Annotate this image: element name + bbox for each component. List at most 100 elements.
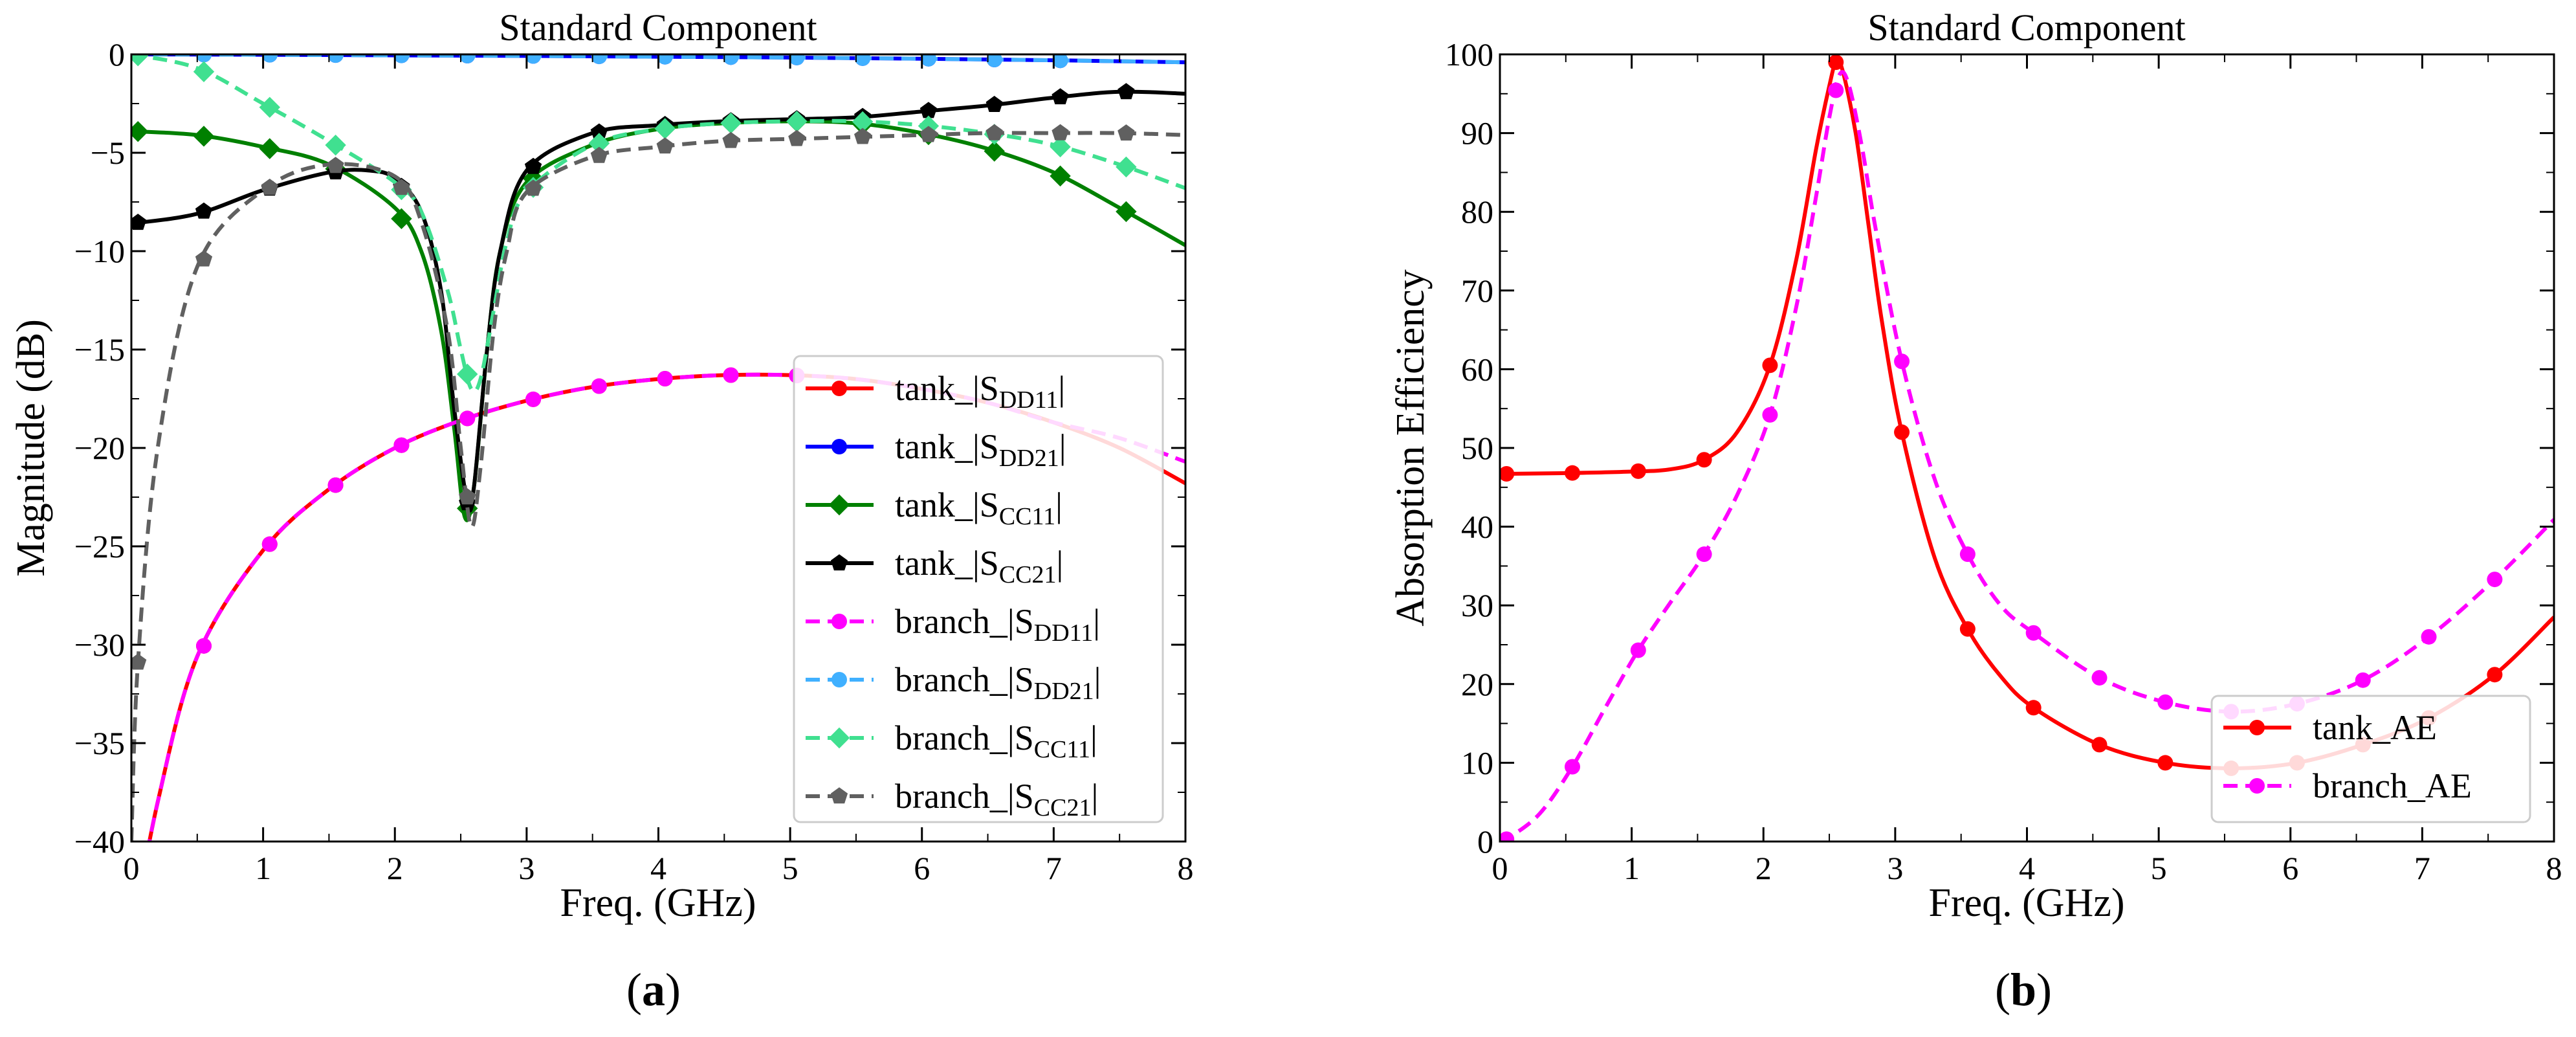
chart-a-xtick-label-7: 7 — [1046, 850, 1062, 886]
chart-a-ytick-label-6: −30 — [74, 627, 125, 663]
chart-a-series-6-marker-11 — [852, 111, 874, 133]
chart-a-legend-label-text-0: tank_|S — [895, 369, 999, 408]
chart-a-series-2-marker-2 — [259, 138, 281, 159]
chart-a-series-line-7 — [131, 131, 1185, 842]
chart-b-series-1-marker-0 — [1500, 831, 1515, 842]
chart-a-legend-label-sub-1: DD21 — [999, 445, 1059, 472]
chart-a-series-3-marker-14 — [1051, 88, 1069, 105]
chart-b-series-0-marker-8 — [2025, 700, 2042, 716]
chart-b-series-1-marker-3 — [1696, 546, 1712, 563]
chart-b-series-0-marker-9 — [2091, 737, 2108, 753]
chart-a-legend-label-sub-0: DD11 — [999, 386, 1058, 414]
chart-a-series-6-marker-14 — [1050, 136, 1071, 158]
chart-b-legend-marker-1 — [2249, 778, 2265, 794]
chart-b-ytick-label-3: 30 — [1461, 587, 1493, 623]
chart-a-series-7-marker-4 — [393, 179, 410, 195]
chart-a-series-4-marker-4 — [459, 410, 476, 427]
chart-a-legend-marker-2 — [828, 494, 850, 516]
chart-a-xtick-label-4: 4 — [650, 850, 666, 886]
chart-b-ytick-label-0: 0 — [1477, 823, 1493, 860]
chart-a-legend-label-suffix-7: | — [1091, 777, 1098, 816]
chart-a-series-7-marker-7 — [590, 146, 608, 163]
chart-b-series-0-marker-1 — [1564, 465, 1580, 481]
chart-a-series-3-marker-13 — [985, 96, 1003, 112]
chart-a-series-6-marker-5 — [457, 363, 478, 385]
chart-a-series-6-marker-2 — [259, 96, 281, 118]
chart-a-series-5-marker-5 — [459, 54, 476, 64]
chart-a-legend-label-3: tank_|SCC21| — [895, 544, 1063, 588]
panel-label-b-letter: b — [2010, 964, 2037, 1016]
chart-b-series-1-marker-2 — [1630, 642, 1646, 658]
chart-a-series-3-marker-15 — [1117, 83, 1135, 100]
chart-a-series-5-marker-4 — [393, 54, 410, 63]
chart-a-legend-label-text-7: branch_|S — [895, 777, 1034, 816]
chart-b-series-0-marker-5 — [1828, 54, 1844, 71]
chart-a-series-6-marker-15 — [1116, 156, 1137, 178]
chart-a-legend-box — [793, 355, 1164, 823]
chart-a-series-4-marker-3 — [393, 437, 410, 453]
chart-a-legend-marker-3 — [830, 554, 848, 571]
chart-a-legend-label-0: tank_|SDD11| — [895, 369, 1065, 414]
chart-a-series-line-5 — [131, 54, 1185, 65]
chart-b-legend: tank_AE branch_AE — [2210, 695, 2531, 823]
chart-a-ytick-label-0: 0 — [109, 36, 125, 72]
chart-a-series-5-marker-14 — [1052, 54, 1068, 69]
chart-a-series-7-marker-0 — [131, 653, 147, 670]
chart-b-series-1-marker-1 — [1564, 759, 1580, 775]
chart-a-series-7-marker-6 — [524, 179, 542, 196]
chart-a-series-4-marker-1 — [261, 536, 278, 552]
panel-label-a-letter: a — [641, 964, 665, 1016]
chart-a-y-axis-label: Magnitude (dB) — [9, 319, 53, 577]
chart-b-series-1-marker-8 — [2025, 625, 2042, 641]
chart-b-xtick-label-2: 2 — [1756, 850, 1772, 886]
chart-b-ytick-label-9: 90 — [1461, 115, 1493, 151]
chart-b-series-0 — [1500, 54, 2554, 776]
chart-a-series-2-marker-14 — [1050, 165, 1071, 187]
chart-a-series-2-marker-1 — [193, 126, 215, 147]
chart-a-series-7-marker-13 — [985, 124, 1003, 140]
chart-a-legend-label-1: tank_|SDD21| — [895, 427, 1066, 472]
chart-a-legend-label-sub-6: CC11 — [1034, 736, 1090, 763]
chart-a-series-7-marker-8 — [656, 137, 674, 154]
chart-a-legend-marker-6 — [828, 727, 850, 749]
chart-a-series-7-marker-1 — [195, 250, 213, 267]
chart-b-xtick-label-7: 7 — [2414, 850, 2430, 886]
chart-a-series-3-marker-6 — [524, 157, 542, 174]
chart-a-series-5-marker-8 — [657, 54, 673, 65]
chart-a-legend-label-text-5: branch_|S — [895, 660, 1034, 699]
chart-a-series-6-marker-0 — [131, 54, 149, 67]
chart-a-series-2-marker-4 — [391, 208, 412, 230]
chart-a-legend-label-text-1: tank_|S — [895, 427, 999, 466]
chart-a-legend-label-suffix-2: | — [1055, 485, 1062, 524]
chart-b-series-0-marker-0 — [1500, 466, 1515, 482]
chart-a-xtick-label-5: 5 — [782, 850, 798, 886]
chart-a-series-2-marker-15 — [1116, 201, 1137, 223]
chart-a-legend-label-sub-5: DD21 — [1034, 678, 1094, 705]
chart-a-series-4-marker-8 — [723, 367, 739, 383]
chart-a-x-axis-label: Freq. (GHz) — [560, 881, 756, 925]
chart-a-legend-label-text-3: tank_|S — [895, 544, 999, 583]
chart-a-series-7-marker-2 — [261, 179, 278, 195]
panel-label-a: (a) — [626, 964, 681, 1016]
chart-a-series-4-marker-6 — [591, 378, 607, 394]
chart-b-series-1-marker-14 — [2421, 629, 2437, 645]
chart-a-legend-label-sub-2: CC11 — [999, 503, 1055, 530]
chart-a-xtick-label-1: 1 — [255, 850, 271, 886]
chart-a-legend-marker-0 — [831, 381, 847, 396]
chart-b-series-1-marker-15 — [2487, 572, 2503, 588]
chart-a-legend-label-sub-4: DD11 — [1034, 619, 1093, 647]
chart-a-legend-label-suffix-0: | — [1058, 369, 1065, 408]
chart-a-series-3-marker-1 — [195, 202, 213, 219]
chart-a-legend-label-4: branch_|SDD11| — [895, 602, 1100, 647]
chart-a-legend-label-5: branch_|SDD21| — [895, 660, 1101, 705]
chart-a-series-5-marker-13 — [986, 54, 1002, 68]
chart-a-ytick-label-7: −35 — [74, 725, 125, 761]
chart-a-series-2-marker-0 — [131, 120, 149, 142]
chart-a-series-7-marker-14 — [1051, 124, 1069, 140]
chart-a-legend-label-7: branch_|SCC21| — [895, 777, 1098, 821]
chart-a-ytick-label-8: −40 — [74, 823, 125, 860]
chart-b-ytick-label-7: 70 — [1461, 273, 1493, 309]
chart-b-y-axis-label: Absorption Efficiency — [1389, 269, 1433, 627]
chart-a-legend-label-suffix-6: | — [1090, 719, 1097, 757]
chart-a-series-3-marker-0 — [131, 214, 147, 230]
